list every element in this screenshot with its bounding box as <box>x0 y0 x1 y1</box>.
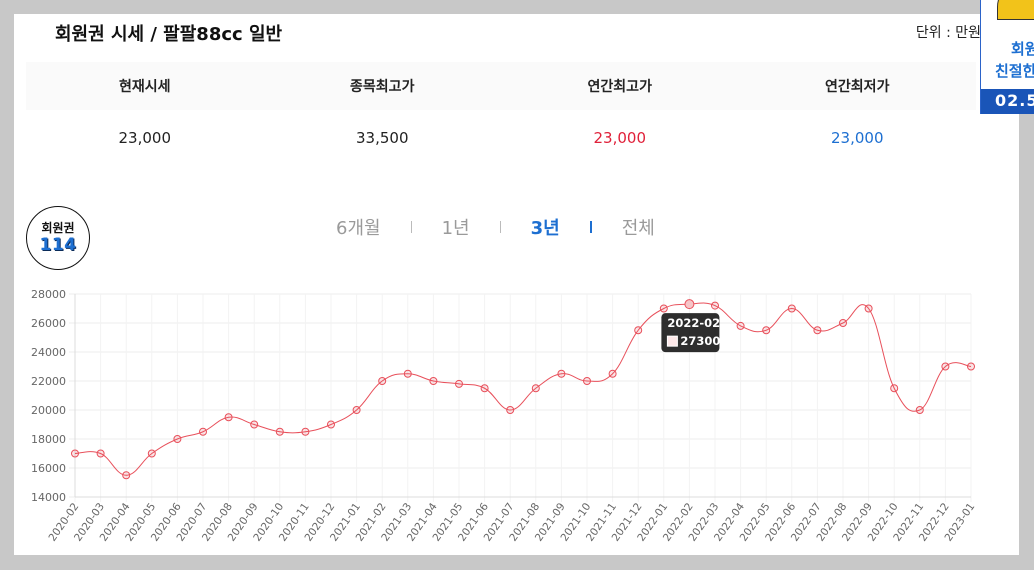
banner-phone-bar: 02.5 <box>981 89 1034 114</box>
header-annual-high: 연간최고가 <box>587 79 652 95</box>
data-point <box>327 420 335 429</box>
data-point <box>787 304 796 313</box>
data-point <box>915 406 924 414</box>
banner-phone-text: 02.5 <box>995 91 1034 110</box>
data-point <box>557 369 566 378</box>
data-point <box>608 369 617 378</box>
summary-header-row: 현재시세 종목최고가 연간최고가 연간최저가 <box>26 62 976 110</box>
header-current-price: 현재시세 <box>118 79 171 95</box>
tab-all[interactable]: 전체 <box>621 218 655 239</box>
banner-text-2: 친절한 <box>995 62 1034 80</box>
data-point <box>403 369 412 378</box>
data-point <box>736 321 745 330</box>
period-tabs: 6개월 1년 3년 전체 <box>336 214 655 240</box>
data-point <box>480 384 489 393</box>
data-point <box>224 413 233 422</box>
tab-divider <box>410 221 412 233</box>
value-all-time-high: 33,500 <box>356 129 409 147</box>
data-point <box>813 326 822 335</box>
brand-logo: 회원권 114 <box>26 206 90 270</box>
y-tick-label: 16000 <box>31 462 66 475</box>
y-tick-label: 26000 <box>31 317 66 330</box>
header-annual-low: 연간최저가 <box>825 79 890 95</box>
tooltip-swatch <box>666 335 678 347</box>
data-point <box>634 326 643 335</box>
data-point <box>659 304 668 313</box>
data-point <box>684 299 695 310</box>
tab-divider <box>499 221 501 233</box>
data-point <box>941 362 950 371</box>
tooltip-value: 27300 <box>680 334 720 348</box>
data-point <box>96 449 105 458</box>
tab-3-years[interactable]: 3년 <box>530 218 560 239</box>
side-banner[interactable]: 회원 친절한 02.5 <box>980 0 1034 114</box>
data-point <box>711 301 719 310</box>
data-point <box>506 406 515 414</box>
y-tick-label: 28000 <box>31 288 66 301</box>
data-point <box>199 427 207 436</box>
banner-badge-icon <box>997 0 1034 20</box>
value-current-price: 23,000 <box>118 129 172 147</box>
data-point <box>455 379 463 388</box>
data-point <box>173 435 182 443</box>
data-point <box>762 326 771 335</box>
tab-6-months[interactable]: 6개월 <box>336 218 381 239</box>
y-tick-label: 24000 <box>31 346 66 359</box>
banner-text-1: 회원 <box>1011 40 1034 58</box>
market-price-panel: 회원권 시세 / 팔팔88cc 일반 단위 : 만원 현재시세 종목최고가 연간… <box>14 14 1019 555</box>
unit-label: 단위 : 만원 <box>915 25 981 41</box>
price-line-chart: 14000 16000 18000 20000 22000 24000 26000 28000… <box>31 288 977 544</box>
logo-text-top: 회원권 <box>41 221 75 235</box>
y-tick-label: 14000 <box>31 491 66 504</box>
data-point <box>583 377 591 385</box>
tab-divider <box>589 221 592 233</box>
data-point <box>864 304 873 313</box>
y-tick-label: 18000 <box>31 433 66 446</box>
data-point <box>531 384 540 393</box>
value-annual-low: 23,000 <box>831 129 884 147</box>
data-point <box>275 427 284 436</box>
tab-1-year[interactable]: 1년 <box>441 218 470 239</box>
data-point <box>967 362 975 371</box>
data-point <box>122 471 131 480</box>
price-summary-table: 현재시세 종목최고가 연간최고가 연간최저가 23,000 33,500 23,… <box>26 62 976 166</box>
data-point <box>147 449 156 458</box>
summary-value-row: 23,000 33,500 23,000 23,000 <box>26 110 976 166</box>
data-point <box>378 377 387 385</box>
data-point <box>250 420 259 429</box>
page-title: 회원권 시세 / 팔팔88cc 일반 <box>55 24 283 45</box>
data-point <box>839 319 847 327</box>
value-annual-high: 23,000 <box>593 129 647 147</box>
data-point <box>429 377 438 385</box>
data-point <box>71 449 79 458</box>
data-point <box>301 427 310 436</box>
y-tick-label: 20000 <box>31 404 66 417</box>
series-line <box>74 302 972 476</box>
tooltip-date: 2022-02 <box>667 316 720 330</box>
data-point <box>890 384 899 393</box>
y-tick-label: 22000 <box>31 375 66 388</box>
logo-text-number: 114 <box>39 235 77 255</box>
header-all-time-high: 종목최고가 <box>350 79 415 95</box>
data-point <box>352 406 361 414</box>
